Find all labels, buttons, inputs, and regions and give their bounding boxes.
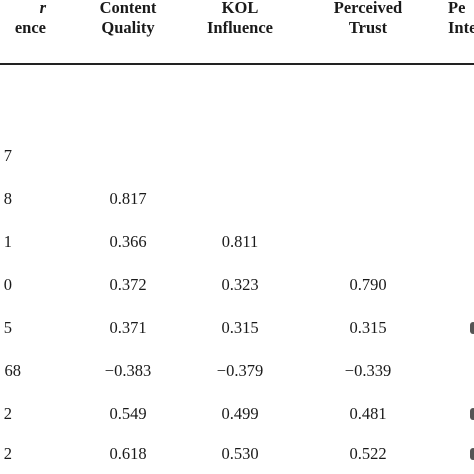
table-cell: 7 — [3, 146, 12, 165]
header-col-2-line2: Influence — [207, 18, 273, 37]
table-cell: 5 — [3, 318, 12, 337]
table-cell: 2 — [3, 404, 12, 423]
table-cell: 0.323 — [221, 275, 259, 294]
table-cell: 8 — [3, 189, 12, 208]
header-col-4-line1: Pe — [448, 0, 466, 17]
header-col-0-line2: ence — [14, 18, 46, 37]
table-cell: −0.383 — [104, 361, 152, 380]
header-col-content-quality: Content Quality — [78, 0, 178, 38]
table-row: 1 0.366 0.811 — [0, 232, 474, 262]
clipped-cell-fragment — [470, 322, 474, 334]
header-col-4: Pe Inte — [448, 0, 474, 38]
header-col-2-line1: KOL — [221, 0, 259, 17]
table-row: 0 0.372 0.323 0.790 — [0, 275, 474, 305]
table-row: 2 0.549 0.499 0.481 — [0, 404, 474, 434]
table-cell: 0.366 — [109, 232, 147, 251]
table-cell: 0.315 — [221, 318, 259, 337]
table-cell: 0.315 — [349, 318, 387, 337]
table-row: 8 0.817 — [0, 189, 474, 219]
table-cell: 0 — [3, 275, 12, 294]
header-col-3-line2: Trust — [348, 18, 388, 37]
table-cell: 68 — [4, 361, 22, 380]
clipped-cell-fragment — [470, 408, 474, 420]
header-col-1-line2: Quality — [101, 18, 155, 37]
table-cell: 0.790 — [349, 275, 387, 294]
table-cell: 1 — [3, 232, 12, 251]
header-col-0-line1: r — [39, 0, 46, 17]
table-cell: 0.371 — [109, 318, 147, 337]
table-cell: 0.481 — [349, 404, 387, 423]
table-header: r ence Content Quality KOL Influence Per… — [0, 0, 474, 52]
table-row: 5 0.371 0.315 0.315 — [0, 318, 474, 348]
header-col-1-line1: Content — [99, 0, 157, 17]
table-cell: −0.379 — [216, 361, 264, 380]
table-cell: 2 — [3, 444, 12, 463]
table-cell: 0.811 — [221, 232, 259, 251]
table-cell: 0.817 — [109, 189, 147, 208]
table-row: 68 −0.383 −0.379 −0.339 — [0, 361, 474, 391]
table-row: 2 0.618 0.530 0.522 — [0, 444, 474, 474]
header-col-kol-influence: KOL Influence — [190, 0, 290, 38]
header-col-0: r ence — [0, 0, 46, 38]
table-cell: 0.530 — [221, 444, 259, 463]
header-col-4-line2: Inte — [448, 18, 474, 37]
table-cell: 0.372 — [109, 275, 147, 294]
header-rule — [0, 63, 474, 65]
clipped-cell-fragment — [470, 448, 474, 460]
table-row: 7 — [0, 146, 474, 176]
header-col-perceived-trust: Perceived Trust — [313, 0, 423, 38]
table-cell: 0.522 — [349, 444, 387, 463]
table-cell: 0.549 — [109, 404, 147, 423]
table-cell: −0.339 — [344, 361, 392, 380]
header-col-3-line1: Perceived — [333, 0, 403, 17]
table-cell: 0.618 — [109, 444, 147, 463]
table-cell: 0.499 — [221, 404, 259, 423]
